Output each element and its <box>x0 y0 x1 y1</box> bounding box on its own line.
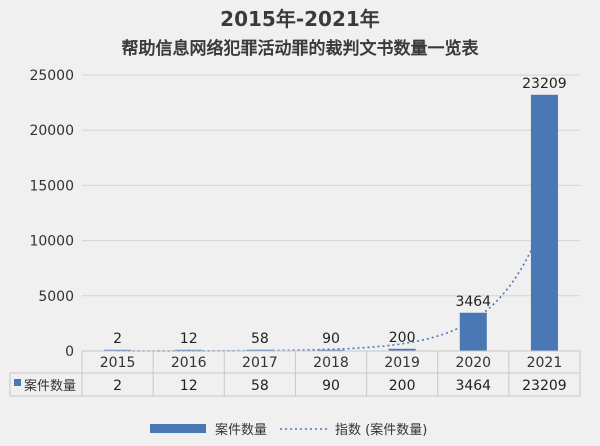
legend-swatch-bar <box>150 424 206 433</box>
table-row-header: 案件数量 <box>24 379 76 394</box>
y-tick-label: 15000 <box>29 178 74 194</box>
bar <box>317 349 345 351</box>
chart-title: 2015年-2021年 <box>220 7 380 31</box>
plot-area: 0 5000 10000 15000 20000 25000 2 12 58 90 200 3464 2… <box>29 68 580 360</box>
data-label: 3464 <box>455 294 491 310</box>
y-tick-label: 25000 <box>29 68 74 84</box>
legend: 案件数量 指数 (案件数量) <box>150 423 427 438</box>
x-tick-label: 2018 <box>313 355 349 371</box>
data-label: 12 <box>180 331 198 347</box>
y-tick-label: 20000 <box>29 123 74 139</box>
table-cell: 90 <box>322 378 340 394</box>
legend-label: 案件数量 <box>215 423 267 438</box>
data-label: 2 <box>113 331 122 347</box>
x-tick-label: 2020 <box>455 355 491 371</box>
legend-label: 指数 (案件数量) <box>335 423 427 438</box>
table-legend-key <box>14 379 21 386</box>
table-cell: 2 <box>113 378 122 394</box>
table-cell: 3464 <box>455 378 491 394</box>
data-label: 23209 <box>522 76 567 92</box>
y-tick-label: 0 <box>65 344 74 360</box>
table-cell: 200 <box>389 378 416 394</box>
bar <box>104 349 132 351</box>
chart-subtitle: 帮助信息网络犯罪活动罪的裁判文书数量一览表 <box>122 38 480 59</box>
table-cell: 23209 <box>522 378 567 394</box>
x-tick-label: 2019 <box>384 355 420 371</box>
y-tick-label: 5000 <box>38 289 74 305</box>
data-label: 58 <box>251 331 269 347</box>
table-cell: 58 <box>251 378 269 394</box>
bar <box>246 349 274 351</box>
data-table: 2015 2 2016 12 2017 58 2018 90 2019 200 2020 3464 20… <box>9 350 581 397</box>
x-tick-label: 2016 <box>171 355 207 371</box>
x-tick-label: 2017 <box>242 355 278 371</box>
data-label: 90 <box>322 331 340 347</box>
table-cell: 12 <box>180 378 198 394</box>
y-tick-label: 10000 <box>29 234 74 250</box>
x-tick-label: 2021 <box>527 355 563 371</box>
x-tick-label: 2015 <box>100 355 136 371</box>
bar <box>388 348 416 351</box>
bar <box>530 94 558 351</box>
data-label: 200 <box>389 330 416 346</box>
bar <box>459 312 487 351</box>
